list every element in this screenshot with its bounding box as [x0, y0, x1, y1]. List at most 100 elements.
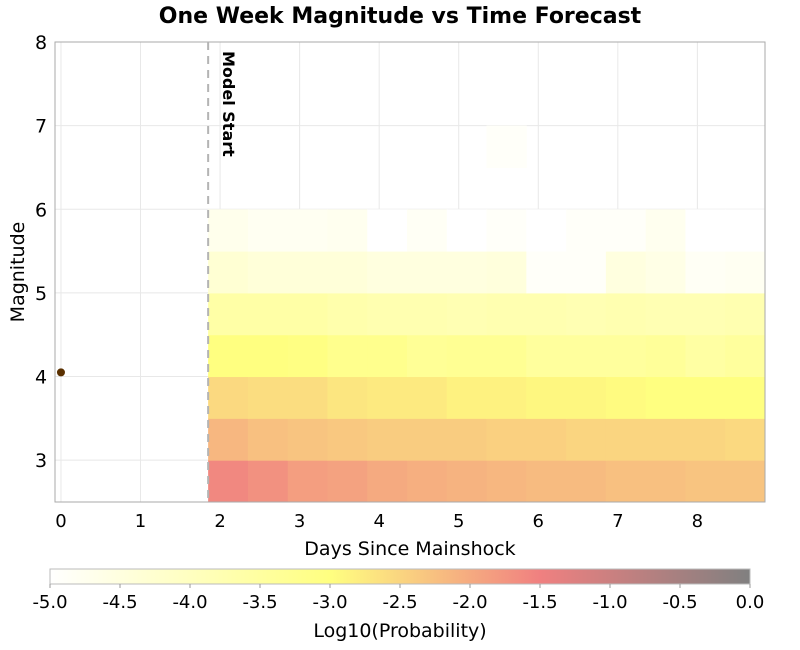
heatmap-cell — [685, 292, 726, 336]
heatmap-cell — [327, 209, 368, 252]
heatmap-cell — [287, 334, 328, 378]
heatmap-cells — [208, 125, 766, 503]
y-tick-label: 6 — [35, 199, 47, 221]
heatmap-cell — [645, 418, 686, 461]
heatmap-cell — [725, 292, 766, 336]
model-start-label: Model Start — [219, 51, 238, 157]
heatmap-cell — [327, 251, 368, 294]
heatmap-cell — [208, 334, 249, 378]
heatmap-cell — [367, 292, 408, 336]
heatmap-cell — [407, 334, 448, 378]
heatmap-cell — [367, 460, 408, 503]
heatmap-cell — [287, 460, 328, 503]
heatmap-cell — [327, 460, 368, 503]
heatmap-cell — [526, 418, 567, 461]
heatmap-cell — [725, 251, 766, 294]
x-axis-ticks: 0 1 2 3 4 5 6 7 8 — [55, 511, 703, 532]
colorbar — [49, 568, 751, 585]
heatmap-cell — [526, 376, 567, 419]
heatmap-cell — [605, 460, 647, 503]
heatmap-cell — [367, 334, 408, 378]
heatmap-cell — [367, 209, 408, 252]
heatmap-cell — [407, 460, 448, 503]
x-axis-label: Days Since Mainshock — [304, 538, 515, 560]
heatmap-cell — [287, 418, 328, 461]
heatmap-cell — [526, 209, 567, 252]
heatmap-cell — [645, 376, 686, 419]
heatmap-cell — [486, 460, 527, 503]
heatmap-cell — [287, 376, 328, 419]
chart-title: One Week Magnitude vs Time Forecast — [159, 4, 642, 29]
heatmap-cell — [725, 418, 766, 461]
colorbar-tick-label: -2.0 — [452, 592, 487, 613]
colorbar-tick-label: -5.0 — [32, 592, 67, 613]
heatmap-cell — [685, 460, 726, 503]
x-tick-label: 6 — [533, 511, 544, 532]
heatmap-cell — [685, 334, 726, 378]
x-tick-label: 2 — [214, 511, 225, 532]
x-tick-label: 5 — [453, 511, 464, 532]
heatmap-cell — [208, 376, 249, 419]
heatmap-cell — [407, 418, 448, 461]
heatmap-cell — [566, 292, 607, 336]
heatmap-cell — [446, 376, 488, 419]
heatmap-cell — [486, 376, 527, 419]
heatmap-cell — [605, 334, 647, 378]
heatmap-cell — [208, 292, 249, 336]
heatmap-cell — [407, 251, 448, 294]
heatmap-cell — [327, 376, 368, 419]
y-axis-ticks: 3 4 5 6 7 8 — [35, 32, 47, 472]
y-tick-label: 7 — [35, 116, 47, 138]
x-tick-label: 0 — [55, 511, 66, 532]
heatmap-cell — [367, 418, 408, 461]
y-tick-label: 8 — [35, 32, 47, 54]
heatmap-cell — [446, 209, 488, 252]
heatmap-cell — [685, 251, 726, 294]
heatmap-cell — [208, 251, 249, 294]
heatmap-cell — [605, 292, 647, 336]
heatmap-cell — [407, 292, 448, 336]
heatmap-cell — [605, 209, 647, 252]
heatmap-cell — [605, 251, 647, 294]
heatmap-cell — [605, 376, 647, 419]
y-tick-label: 4 — [35, 367, 47, 389]
heatmap-cell — [247, 292, 289, 336]
heatmap-cell — [645, 251, 686, 294]
heatmap-cell — [645, 460, 686, 503]
heatmap-cell — [645, 334, 686, 378]
colorbar-tick-label: -4.5 — [102, 592, 137, 613]
heatmap-cell — [247, 209, 289, 252]
heatmap-cell — [566, 376, 607, 419]
heatmap-cell — [367, 251, 408, 294]
x-tick-label: 1 — [135, 511, 146, 532]
mainshock-point — [56, 368, 65, 377]
colorbar-tick-label: -1.5 — [522, 592, 557, 613]
heatmap-cell — [407, 209, 448, 252]
heatmap-cell — [566, 251, 607, 294]
heatmap-cell — [247, 251, 289, 294]
colorbar-tick-label: -4.0 — [172, 592, 207, 613]
heatmap-cell — [486, 334, 527, 378]
x-tick-label: 3 — [294, 511, 305, 532]
heatmap-cell — [446, 460, 488, 503]
heatmap-cell — [247, 376, 289, 419]
heatmap-cell — [526, 334, 567, 378]
heatmap-cell — [287, 209, 328, 252]
heatmap-cell — [407, 376, 448, 419]
heatmap-cell — [208, 418, 249, 461]
x-tick-label: 8 — [692, 511, 703, 532]
heatmap-cell — [526, 251, 567, 294]
heatmap-cell — [566, 209, 607, 252]
heatmap-cell — [327, 418, 368, 461]
heatmap-cell — [685, 209, 726, 252]
x-tick-label: 7 — [612, 511, 623, 532]
heatmap-cell — [486, 209, 527, 252]
heatmap-cell — [725, 376, 766, 419]
heatmap-cell — [725, 460, 766, 503]
heatmap-cell — [486, 418, 527, 461]
colorbar-tick-label: -0.5 — [662, 592, 697, 613]
heatmap-cell — [725, 209, 766, 252]
heatmap-cell — [247, 418, 289, 461]
heatmap-cell — [287, 251, 328, 294]
